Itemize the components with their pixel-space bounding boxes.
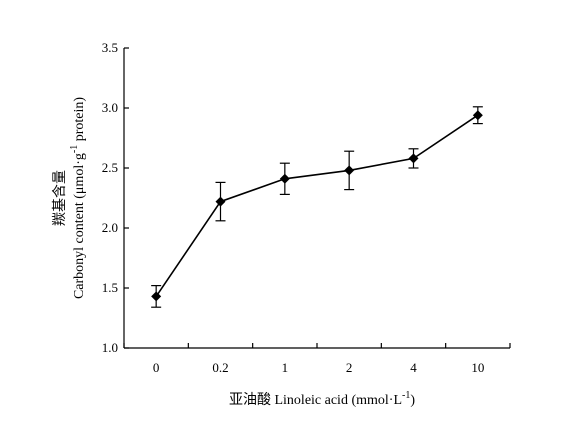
data-point [344, 165, 355, 176]
y-axis-label-line2: Carbonyl content (μmol·g-1 protein) [69, 97, 87, 299]
data-point [215, 196, 226, 207]
y-tick-label: 3.5 [102, 40, 118, 55]
data-point [279, 173, 290, 184]
x-axis-label: 亚油酸 Linoleic acid (mmol·L-1) [229, 390, 415, 408]
x-ticks: 0 0.2 1 2 4 10 [123, 343, 511, 375]
y-tick-label: 1.0 [102, 340, 118, 355]
x-tick-label: 0 [153, 360, 160, 375]
x-tick-label: 4 [410, 360, 417, 375]
data-point [408, 153, 419, 164]
y-ticks: 1.0 1.5 2.0 2.5 3.0 3.5 [102, 40, 129, 355]
y-tick-label: 1.5 [102, 280, 118, 295]
x-tick-label: 10 [471, 360, 484, 375]
y-axis-label: 羰基含量 Carbonyl content (μmol·g-1 protein) [51, 97, 87, 299]
data-point [151, 291, 162, 302]
axes [123, 48, 510, 349]
x-tick-label: 2 [346, 360, 353, 375]
x-tick-label: 0.2 [212, 360, 228, 375]
y-tick-label: 3.0 [102, 100, 118, 115]
data-point [472, 110, 483, 121]
y-tick-label: 2.5 [102, 160, 118, 175]
y-tick-label: 2.0 [102, 220, 118, 235]
y-axis-label-line1: 羰基含量 [51, 170, 68, 226]
series-line [155, 114, 479, 297]
x-tick-label: 1 [282, 360, 289, 375]
series [151, 110, 483, 302]
error-bars [151, 106, 483, 308]
